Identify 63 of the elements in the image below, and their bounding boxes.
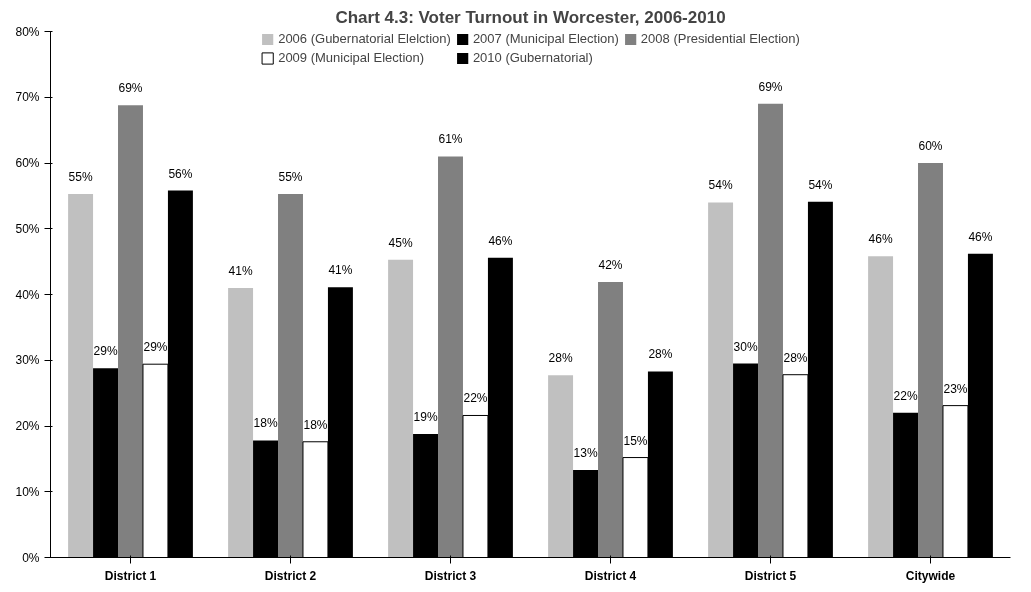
data-label: 23% — [943, 381, 968, 396]
legend-label: 2010 (Gubernatorial) — [472, 50, 593, 65]
x-tick-label: Citywide — [905, 568, 956, 583]
legend-label: 2009 (Municipal Election) — [278, 50, 425, 65]
legend-label: 2008 (Presidential Election) — [640, 31, 800, 46]
y-tick-label: 20% — [15, 419, 40, 433]
data-label: 41% — [228, 263, 253, 278]
bar — [228, 287, 254, 558]
x-tick-label: District 5 — [744, 568, 797, 583]
bar — [438, 156, 463, 558]
bar — [548, 375, 574, 558]
bar — [598, 282, 623, 558]
data-label: 22% — [893, 388, 918, 403]
x-tick-label: District 3 — [424, 568, 477, 583]
bar — [388, 259, 414, 558]
bar — [68, 193, 94, 558]
data-label: 18% — [253, 416, 278, 431]
y-tick-label: 0% — [22, 550, 40, 565]
chart-title: Chart 4.3: Voter Turnout in Worcester, 2006-2010 — [335, 7, 726, 27]
data-label: 55% — [68, 169, 93, 184]
bar — [758, 103, 783, 558]
x-tick-label: District 1 — [104, 568, 157, 583]
data-label: 29% — [93, 344, 118, 359]
data-label: 54% — [708, 178, 733, 193]
data-label: 22% — [463, 391, 488, 406]
legend-label: 2007 (Municipal Election) — [472, 31, 619, 46]
bar — [708, 202, 734, 558]
data-label: 45% — [388, 235, 413, 250]
data-label: 46% — [488, 233, 513, 248]
data-label: 28% — [648, 347, 673, 362]
data-label: 69% — [758, 79, 783, 94]
data-label: 60% — [918, 139, 943, 153]
data-label: 69% — [118, 81, 143, 96]
bar — [278, 193, 303, 558]
data-label: 18% — [303, 417, 328, 432]
data-label: 30% — [733, 339, 758, 354]
y-tick-label: 10% — [15, 484, 40, 499]
data-label: 61% — [438, 132, 463, 147]
bar — [918, 163, 943, 558]
y-tick-label: 80% — [15, 24, 40, 39]
y-tick-label: 60% — [15, 156, 40, 170]
data-label: 56% — [168, 166, 193, 181]
data-label: 19% — [413, 409, 438, 424]
data-label: 15% — [623, 433, 648, 448]
data-label: 29% — [143, 340, 168, 355]
data-label: 28% — [783, 350, 808, 365]
x-tick-label: District 4 — [584, 568, 637, 583]
y-tick-label: 50% — [15, 221, 40, 236]
data-label: 13% — [573, 446, 598, 461]
y-tick-label: 70% — [15, 90, 40, 105]
data-label: 54% — [808, 177, 833, 192]
bar — [868, 256, 894, 558]
data-label: 28% — [548, 351, 573, 366]
bar — [118, 105, 143, 558]
legend-label: 2006 (Gubernatorial Elelction) — [278, 31, 451, 46]
y-tick-label: 30% — [15, 353, 40, 368]
data-label: 41% — [328, 263, 353, 278]
data-label: 46% — [968, 229, 993, 244]
x-tick-label: District 2 — [264, 568, 317, 583]
data-label: 46% — [868, 232, 893, 247]
data-label: 55% — [278, 169, 303, 184]
y-tick-label: 40% — [15, 287, 40, 302]
data-label: 42% — [598, 258, 623, 273]
